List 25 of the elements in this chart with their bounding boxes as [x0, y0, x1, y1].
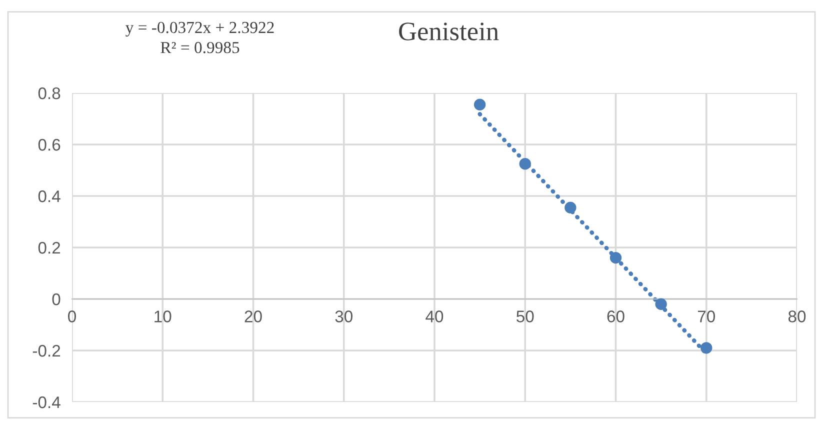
- x-tick-label: 50: [516, 310, 534, 322]
- point: [474, 98, 486, 110]
- point: [700, 342, 712, 354]
- y-tick-label: 0: [52, 293, 60, 306]
- x-tick-label: 70: [698, 310, 715, 322]
- y-tick-label: 0.4: [38, 190, 60, 202]
- point: [564, 202, 576, 214]
- y-tick-label: -0.4: [32, 396, 60, 408]
- x-tick-label: 0: [68, 310, 76, 322]
- x-tick-label: 40: [426, 310, 444, 322]
- point: [610, 252, 622, 264]
- y-tick-label: -0.2: [32, 344, 60, 357]
- point: [519, 158, 531, 170]
- y-tick-label: 0.2: [38, 242, 60, 254]
- text: R² = 0.9985: [160, 42, 240, 54]
- x-tick-label: 30: [335, 310, 352, 322]
- chart-title: Genistein: [399, 22, 499, 40]
- y-tick-label: 0.6: [38, 138, 60, 151]
- text: y = -0.0372x + 2.3922: [126, 22, 274, 37]
- y-tick-label: 0.8: [38, 87, 60, 100]
- x-tick-label: 10: [154, 310, 172, 322]
- point: [655, 298, 667, 310]
- x-tick-label: 80: [788, 310, 806, 322]
- x-tick-label: 60: [607, 310, 624, 322]
- x-tick-label: 20: [244, 310, 262, 322]
